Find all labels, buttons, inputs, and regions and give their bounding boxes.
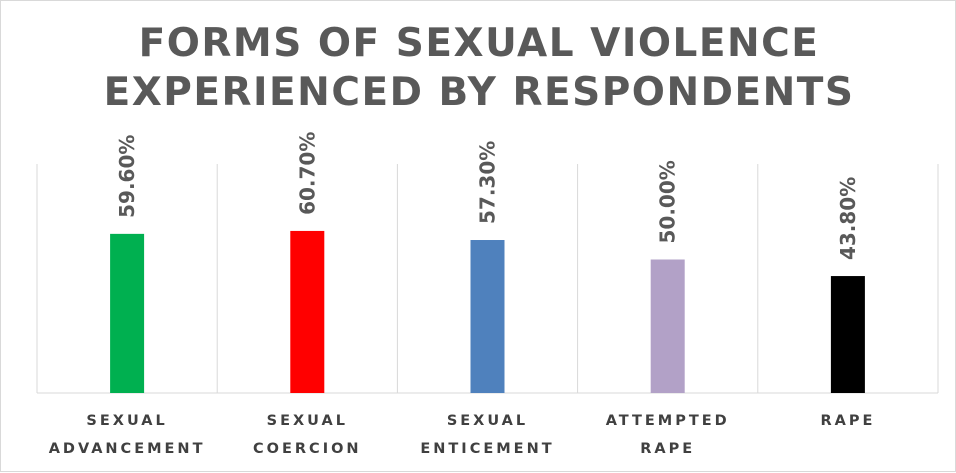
chart-title-line-2: EXPERIENCED BY RESPONDENTS <box>104 70 855 115</box>
category-label: COERCION <box>253 441 362 457</box>
category-label: SEXUAL <box>86 413 167 429</box>
data-label: 59.60% <box>115 135 139 218</box>
data-label: 57.30% <box>476 141 500 224</box>
bar <box>650 259 685 393</box>
category-label: RAPE <box>640 441 695 457</box>
category-label: RAPE <box>820 413 875 429</box>
category-label: SEXUAL <box>447 413 528 429</box>
bar <box>470 240 505 393</box>
plot-area: 59.60% SEXUAL ADVANCEMENT 60.70% SEXUAL COERC… <box>36 132 939 457</box>
category-label: SEXUAL <box>267 413 348 429</box>
bar <box>290 230 325 393</box>
category-label: ADVANCEMENT <box>49 441 206 457</box>
data-label: 50.00% <box>656 160 680 243</box>
category-label: ATTEMPTED <box>606 413 730 429</box>
data-label: 60.70% <box>295 132 319 215</box>
category-label: ENTICEMENT <box>420 441 554 457</box>
chart-title-line-1: FORMS OF SEXUAL VIOLENCE <box>139 21 820 66</box>
bar <box>830 276 865 393</box>
data-label: 43.80% <box>836 177 860 260</box>
bar <box>110 233 145 393</box>
